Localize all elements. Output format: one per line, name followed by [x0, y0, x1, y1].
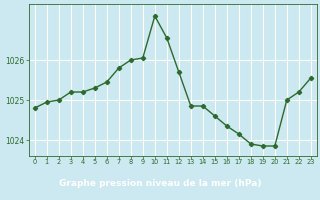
Text: Graphe pression niveau de la mer (hPa): Graphe pression niveau de la mer (hPa) [59, 179, 261, 188]
